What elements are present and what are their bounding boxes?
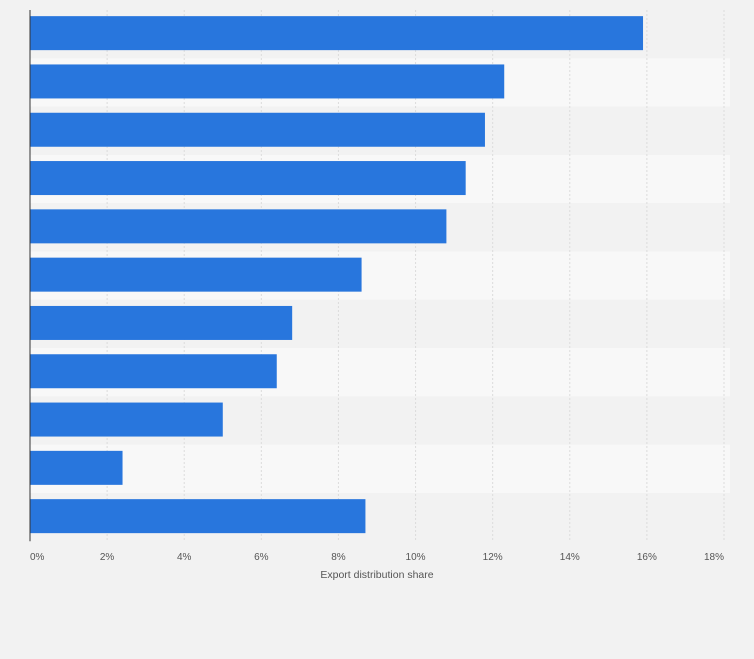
x-tick-label: 0% [30, 552, 45, 563]
x-tick-label: 6% [254, 552, 269, 563]
bar[interactable] [30, 64, 505, 99]
bars [30, 16, 644, 534]
x-tick-label: 2% [100, 552, 115, 563]
bar[interactable] [30, 209, 447, 244]
bar[interactable] [30, 257, 362, 292]
bar[interactable] [30, 16, 644, 51]
bar[interactable] [30, 354, 277, 389]
bar[interactable] [30, 161, 466, 196]
x-tick-label: 12% [483, 552, 503, 563]
bar[interactable] [30, 402, 223, 437]
bar[interactable] [30, 450, 123, 485]
row-band [30, 444, 730, 493]
x-tick-label: 18% [704, 552, 724, 563]
x-tick-label: 10% [406, 552, 426, 563]
x-tick-label: 4% [177, 552, 192, 563]
x-axis-title: Export distribution share [320, 569, 433, 581]
x-tick-label: 8% [331, 552, 346, 563]
x-tick-labels: 0% 2% 4% 6% 8% 10% 12% 14% 16% 18% [30, 552, 724, 563]
x-tick-label: 14% [560, 552, 580, 563]
x-tick-label: 16% [637, 552, 657, 563]
bar[interactable] [30, 305, 293, 340]
bar[interactable] [30, 112, 485, 147]
bar[interactable] [30, 499, 366, 534]
